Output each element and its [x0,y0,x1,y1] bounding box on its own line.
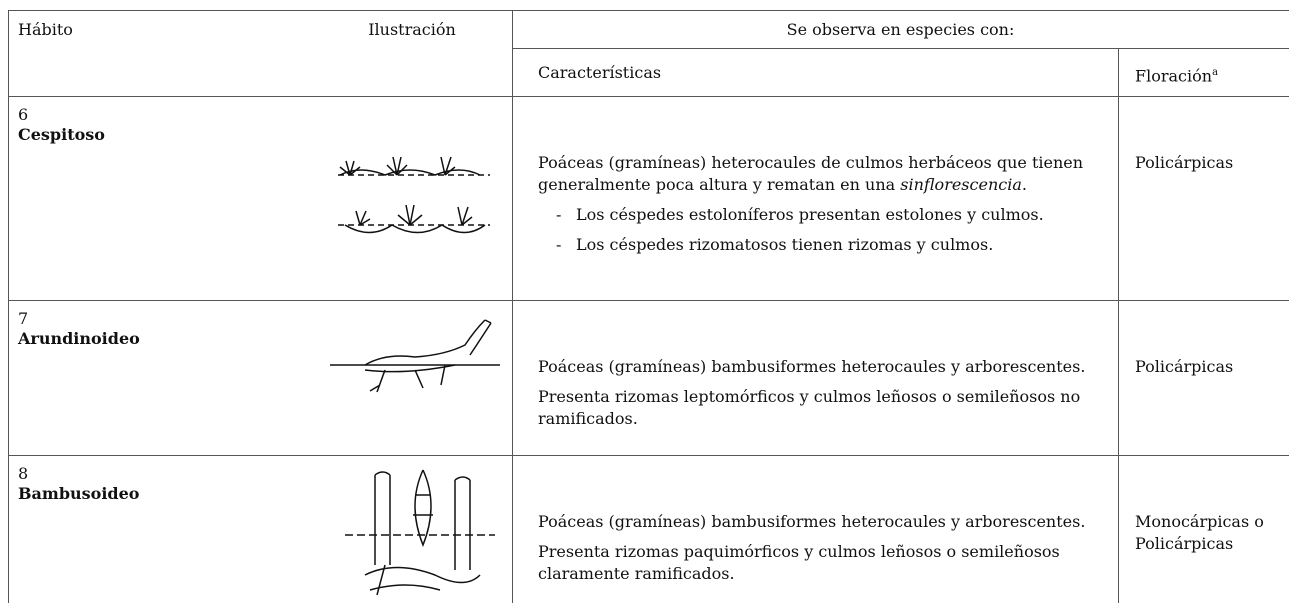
bullet: - Los céspedes estoloníferos presentan es… [556,204,1098,226]
paragraph: Poáceas (gramíneas) heterocaules de culm… [538,152,1098,196]
bullet-marker: - [556,205,562,224]
header: Hábito [18,20,73,39]
illustration [345,469,495,596]
header: Características [538,63,662,82]
description: Poáceas (gramíneas) heterocaules de culm… [538,152,1098,264]
flowering-line: Policárpicas [1135,534,1234,553]
rule [512,48,1289,49]
table-frame [8,10,1289,603]
row-name: Arundinoideo [18,329,140,348]
flowering: Policárpicas [1135,152,1233,174]
bullet-text: Los céspedes estoloníferos presentan est… [576,205,1044,224]
illustration [330,319,500,393]
rule [8,455,1289,456]
paragraph: Poáceas (gramíneas) bambusiformes hetero… [538,357,1086,376]
note: a [1212,67,1219,78]
paragraph: Presenta rizomas leptomórficos y culmos … [538,387,1081,428]
rule [1118,48,1119,603]
flowering: Policárpicas [1135,356,1233,378]
rule [512,10,513,603]
row-name: Bambusoideo [18,484,140,503]
description: Poáceas (gramíneas) bambusiformes hetero… [538,511,1098,593]
rule [8,96,1289,97]
bullet-text: Los céspedes rizomatosos tienen rizomas … [576,235,994,254]
text: . [1021,175,1027,194]
bullet-marker: - [556,235,562,254]
flowering: Monocárpicas o Policárpicas [1135,511,1264,555]
illustration [338,156,490,234]
flowering-line: Monocárpicas o [1135,512,1264,531]
row-number: 6 [18,105,29,124]
text: Poáceas (gramíneas) heterocaules de culm… [538,153,1084,194]
text: sinflorescencia [900,175,1022,194]
paragraph: Poáceas (gramíneas) bambusiformes hetero… [538,512,1086,531]
header: Ilustración [368,20,456,39]
header: Floracióna [1135,62,1218,87]
paragraph: Presenta rizomas paquimórficos y culmos … [538,542,1060,583]
row-name: Cespitoso [18,125,105,144]
row-number: 8 [18,464,29,483]
row-number: 7 [18,309,29,328]
flowering-line: Policárpicas [1135,153,1234,172]
description: Poáceas (gramíneas) bambusiformes hetero… [538,356,1098,438]
header: Floración [1135,66,1213,86]
rule [8,300,1289,301]
flowering-line: Policárpicas [1135,357,1234,376]
bullet: - Los céspedes rizomatosos tienen rizomas… [556,234,1098,256]
header: Se observa en especies con: [786,20,1015,39]
